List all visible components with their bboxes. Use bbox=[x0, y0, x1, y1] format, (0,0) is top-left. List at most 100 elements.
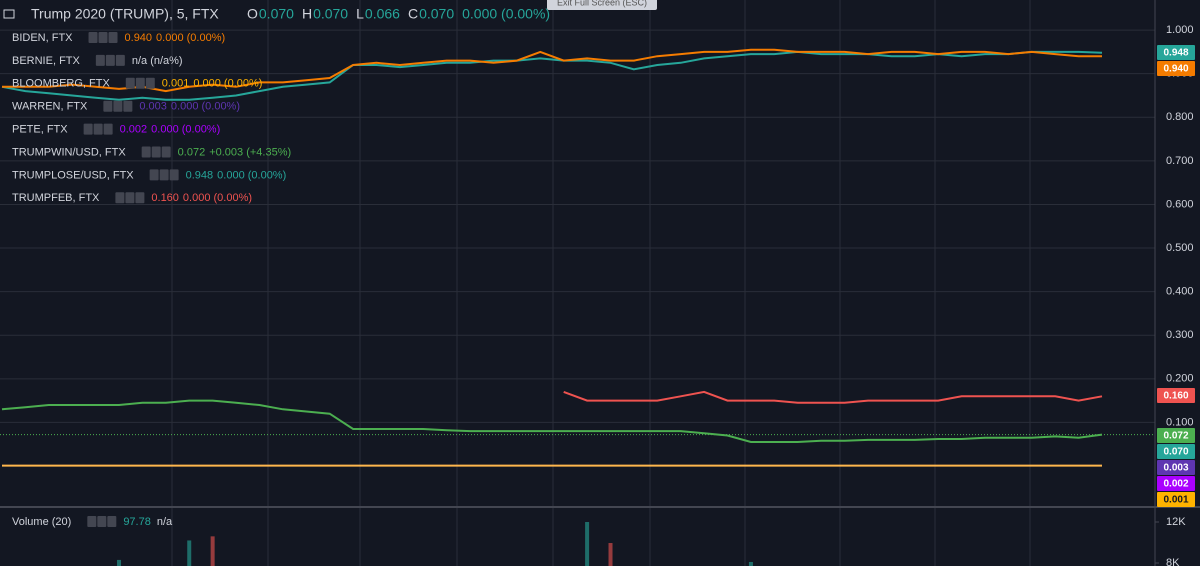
ohlc-value: 0.066 bbox=[365, 6, 400, 22]
legend-value: 0.940 bbox=[125, 32, 153, 44]
legend-icon[interactable] bbox=[93, 123, 103, 135]
legend-icon[interactable] bbox=[108, 32, 118, 43]
grid bbox=[0, 0, 1155, 566]
ohlc-value: 0.070 bbox=[259, 6, 294, 22]
y-tick-label: 0.800 bbox=[1166, 111, 1194, 123]
legend-icon[interactable] bbox=[125, 192, 135, 204]
legend-name[interactable]: BLOOMBERG, FTX bbox=[12, 78, 110, 90]
legend-name[interactable]: TRUMPLOSE/USD, FTX bbox=[12, 169, 134, 181]
legend-icon[interactable] bbox=[141, 146, 151, 158]
legend-value: n/a (n/a%) bbox=[132, 55, 183, 67]
legend-icon[interactable] bbox=[115, 192, 125, 204]
legend-name[interactable]: WARREN, FTX bbox=[12, 101, 88, 113]
volume-tick-label: 12K bbox=[1166, 516, 1186, 528]
legend-icon[interactable] bbox=[107, 516, 117, 527]
legend-icon[interactable] bbox=[83, 123, 93, 135]
legend-icon[interactable] bbox=[115, 54, 125, 66]
y-tick-label: 0.700 bbox=[1166, 155, 1194, 167]
volume-tick-label: 8K bbox=[1166, 557, 1180, 566]
volume-title[interactable]: Volume (20) bbox=[12, 516, 71, 528]
volume-bar bbox=[608, 543, 613, 566]
legend-icon[interactable] bbox=[161, 146, 171, 158]
fullscreen-bg[interactable] bbox=[547, 0, 657, 10]
menu-icon[interactable] bbox=[3, 9, 15, 19]
legend-icon[interactable] bbox=[135, 77, 145, 89]
price-label: 0.948 bbox=[1163, 48, 1188, 59]
legend-value: 0.002 bbox=[120, 124, 148, 136]
price-label-bg bbox=[1157, 460, 1195, 475]
legend-icon[interactable] bbox=[87, 516, 97, 527]
y-tick-label: 0.500 bbox=[1166, 242, 1194, 254]
price-label: 0.940 bbox=[1163, 64, 1188, 75]
legend-value: 0.948 bbox=[186, 169, 214, 181]
legend-icon[interactable] bbox=[113, 100, 123, 112]
legend-name[interactable]: PETE, FTX bbox=[12, 124, 68, 136]
y-tick-label: 0.400 bbox=[1166, 286, 1194, 298]
ohlc-key: L bbox=[356, 6, 364, 22]
legend-value: 0.003 bbox=[139, 101, 167, 113]
y-tick-label: 0.300 bbox=[1166, 329, 1194, 341]
volume-extra: n/a bbox=[157, 516, 173, 528]
header-change: 0.000 (0.00%) bbox=[462, 6, 550, 22]
legend-icon[interactable] bbox=[125, 77, 135, 89]
legend-icon[interactable] bbox=[98, 32, 108, 43]
legend-icon[interactable] bbox=[145, 77, 155, 89]
legend-change: 0.000 (0.00%) bbox=[151, 124, 220, 136]
ohlc-key: C bbox=[408, 6, 418, 22]
price-label: 0.072 bbox=[1163, 431, 1188, 442]
legend-icon[interactable] bbox=[103, 123, 113, 135]
symbol-title[interactable]: Trump 2020 (TRUMP), 5, FTX bbox=[31, 6, 219, 22]
legend-icon[interactable] bbox=[151, 146, 161, 158]
legend-value: 0.160 bbox=[151, 192, 179, 204]
plot bbox=[0, 48, 1155, 566]
price-label-bg bbox=[1157, 476, 1195, 491]
ohlc-value: 0.070 bbox=[419, 6, 454, 22]
volume-bar bbox=[585, 522, 590, 566]
price-label-bg bbox=[1157, 428, 1195, 443]
legend-icon[interactable] bbox=[123, 100, 133, 112]
legend-change: 0.000 (0.00%) bbox=[183, 192, 252, 204]
ohlc-value: 0.070 bbox=[313, 6, 348, 22]
legend-change: +0.003 (+4.35%) bbox=[209, 146, 291, 158]
price-label-bg bbox=[1157, 61, 1195, 76]
legend-icon[interactable] bbox=[88, 32, 98, 43]
legend-icon[interactable] bbox=[135, 192, 145, 204]
series-line bbox=[1, 399, 1103, 443]
y-tick-label: 0.100 bbox=[1166, 416, 1194, 428]
price-label-bg bbox=[1157, 492, 1195, 507]
volume-bar bbox=[117, 559, 122, 566]
legend-value: 0.072 bbox=[178, 146, 206, 158]
legend-icon[interactable] bbox=[97, 516, 107, 527]
legend-name[interactable]: BIDEN, FTX bbox=[12, 32, 73, 44]
price-label-bg bbox=[1157, 388, 1195, 403]
legend-name[interactable]: TRUMPFEB, FTX bbox=[12, 192, 100, 204]
price-label-bg bbox=[1157, 45, 1195, 60]
legend-change: 0.000 (0.00%) bbox=[156, 32, 225, 44]
y-tick-label: 1.000 bbox=[1166, 24, 1194, 36]
legend-icon[interactable] bbox=[149, 169, 159, 181]
price-label: 0.003 bbox=[1163, 463, 1188, 474]
ohlc-key: H bbox=[302, 6, 312, 22]
legend-name[interactable]: BERNIE, FTX bbox=[12, 55, 81, 67]
legend-icon[interactable] bbox=[95, 54, 105, 66]
legend-value: 0.001 bbox=[162, 78, 190, 90]
series-line bbox=[563, 390, 1103, 404]
price-label-bg bbox=[1157, 444, 1195, 459]
series-line bbox=[1, 50, 1103, 101]
price-label: 0.070 bbox=[1163, 447, 1188, 458]
fullscreen-button[interactable]: Exit Full Screen (ESC) bbox=[557, 0, 647, 7]
legend-icon[interactable] bbox=[159, 169, 169, 181]
series-line bbox=[2, 48, 1102, 93]
legend-icon[interactable] bbox=[169, 169, 179, 181]
legend-icon[interactable] bbox=[103, 100, 113, 112]
ohlc-key: O bbox=[247, 6, 258, 22]
price-label: 0.160 bbox=[1163, 391, 1188, 402]
legend-icon[interactable] bbox=[105, 54, 115, 66]
legend-name[interactable]: TRUMPWIN/USD, FTX bbox=[12, 146, 126, 158]
legend-change: 0.000 (0.00%) bbox=[193, 78, 262, 90]
volume-bar bbox=[187, 540, 192, 566]
